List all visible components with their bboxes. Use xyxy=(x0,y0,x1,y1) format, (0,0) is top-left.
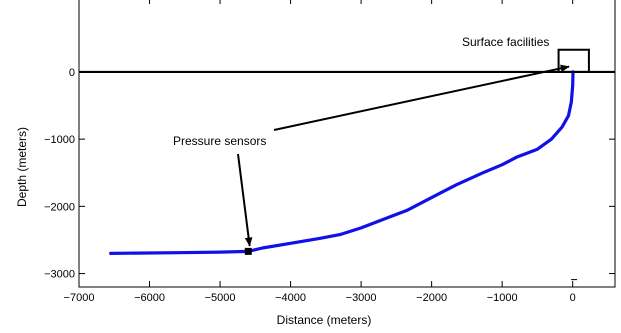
well-path-series-line xyxy=(109,70,575,255)
x-tick-label: −7000 xyxy=(64,292,95,304)
x-axis-ticks: −7000 −6000 −5000 −4000 −3000 −2000 −1000 0 xyxy=(64,0,576,304)
x-axis-label: Distance (meters) xyxy=(277,313,372,327)
y-axis-ticks: −3000 −2000 −1000 0 xyxy=(44,67,615,281)
surface-facilities-arrow xyxy=(273,64,570,131)
x-tick-label: −5000 xyxy=(205,292,236,304)
x-tick-label: −6000 xyxy=(134,292,165,304)
x-tick-label: −1000 xyxy=(487,292,518,304)
y-tick-label: 0 xyxy=(69,67,75,79)
axes-frame xyxy=(78,0,616,288)
pressure-sensors-label: Pressure sensors xyxy=(173,134,266,148)
y-axis-label: Depth (meters) xyxy=(15,127,29,207)
pressure-sensors-arrow xyxy=(237,153,253,247)
x-tick-label: −4000 xyxy=(275,292,306,304)
surface-facilities-label: Surface facilities xyxy=(462,35,549,49)
plot-area: −7000 −6000 −5000 −4000 −3000 −2000 −1000 0 −30… xyxy=(44,0,616,304)
x-tick-label: −2000 xyxy=(416,292,447,304)
y-tick-label: −1000 xyxy=(44,134,75,146)
surface-facility-box xyxy=(557,48,590,73)
x-tick-label: −3000 xyxy=(346,292,377,304)
y-tick-label: −2000 xyxy=(44,201,75,213)
y-tick-label: −3000 xyxy=(44,269,75,281)
pressure-sensor-marker xyxy=(244,247,252,255)
x-tick-label: 0 xyxy=(570,292,576,304)
